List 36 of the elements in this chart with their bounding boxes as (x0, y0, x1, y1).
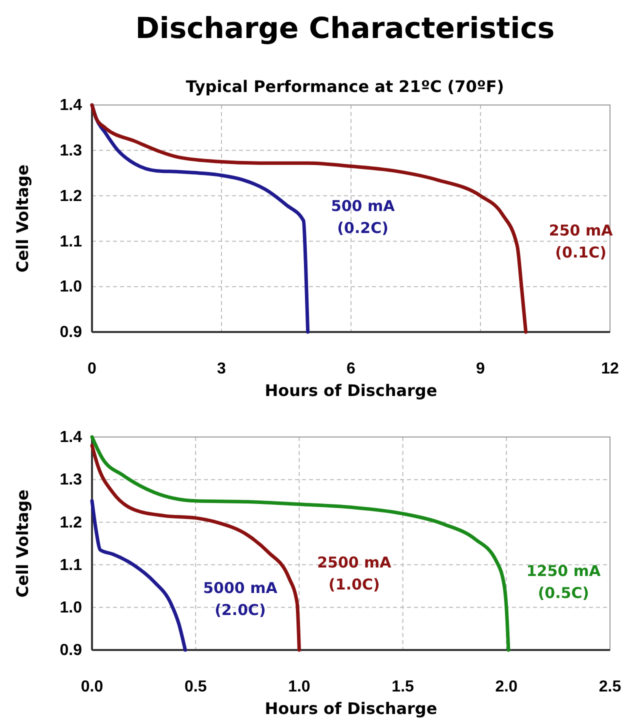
y-tick-label: 1.1 (60, 556, 82, 574)
y-tick-label: 1.3 (60, 142, 82, 160)
x-tick-label: 2.5 (598, 678, 622, 696)
y-tick-label: 1.2 (60, 514, 82, 532)
x-tick-label: 1.0 (288, 678, 310, 696)
series-label: 1250 mA (0.5C) (526, 562, 601, 602)
series-label: 250 mA (0.1C) (548, 222, 614, 262)
y-tick-label: 0.9 (60, 324, 82, 342)
x-tick-label: 3 (217, 360, 226, 378)
x-tick-label: 0.5 (184, 678, 207, 696)
series-label: 2500 mA (1.0C) (317, 554, 392, 594)
y-axis-title: Cell Voltage (13, 489, 32, 598)
y-tick-label: 1.2 (60, 188, 82, 205)
y-tick-label: 1.4 (60, 429, 82, 446)
y-tick-label: 1.1 (60, 233, 82, 250)
y-tick-label: 1.4 (60, 97, 82, 114)
x-tick-label: 0 (88, 360, 97, 378)
line-series (90, 499, 187, 652)
y-tick-label: 1.0 (60, 600, 82, 617)
x-tick-label: 0.0 (80, 678, 104, 696)
x-axis-title: Hours of Discharge (264, 381, 438, 400)
x-tick-label: 9 (476, 360, 486, 378)
y-axis-title: Cell Voltage (13, 164, 32, 272)
x-tick-label: 2.0 (495, 678, 518, 696)
y-tick-label: 1.3 (60, 472, 82, 489)
series-label: 500 mA (0.2C) (330, 196, 396, 237)
y-tick-label: 1.0 (60, 278, 82, 296)
x-tick-label: 1.5 (392, 678, 414, 696)
x-tick-label: 12 (601, 360, 619, 378)
chart-subtitle: Typical Performance at 21ºC (70ºF) (186, 77, 504, 96)
y-tick-label: 0.9 (60, 642, 82, 660)
series-label: 5000 mA (2.0C) (203, 579, 278, 620)
x-tick-label: 6 (346, 360, 356, 378)
chart-title: Discharge Characteristics (135, 11, 555, 45)
x-axis-title: Hours of Discharge (264, 699, 438, 718)
line-series (90, 444, 301, 652)
